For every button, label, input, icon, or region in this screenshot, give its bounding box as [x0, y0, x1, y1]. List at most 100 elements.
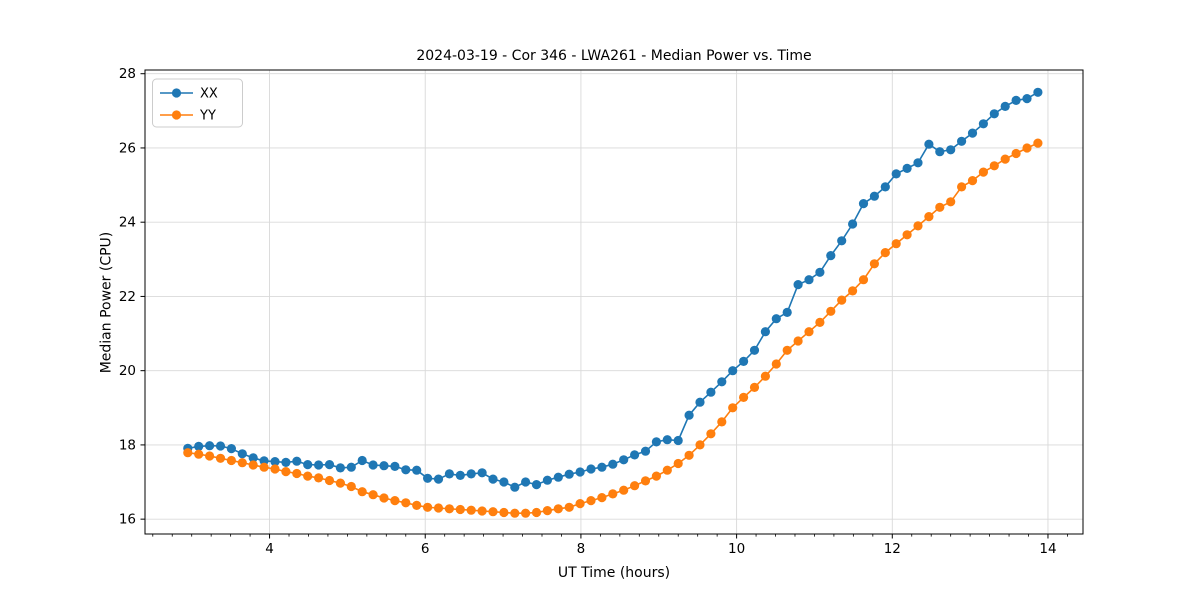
data-point — [390, 461, 400, 471]
data-point — [346, 462, 356, 472]
data-point — [444, 469, 454, 479]
data-point — [793, 336, 803, 346]
data-point — [640, 476, 651, 486]
data-point — [902, 230, 912, 240]
data-point — [891, 239, 901, 249]
series-YY — [183, 138, 1043, 518]
data-point — [335, 463, 345, 473]
data-point — [597, 493, 607, 503]
data-point — [684, 410, 694, 420]
data-point — [957, 182, 967, 192]
data-point — [564, 469, 574, 479]
data-point — [837, 236, 847, 246]
data-point — [281, 457, 291, 467]
chart-title: 2024-03-19 - Cor 346 - LWA261 - Median P… — [416, 48, 812, 64]
data-point — [477, 468, 487, 478]
data-point — [401, 465, 411, 475]
legend-marker — [171, 88, 182, 98]
legend-label: YY — [199, 109, 216, 124]
data-point — [1000, 154, 1010, 164]
data-point — [205, 441, 215, 451]
data-point — [314, 460, 324, 470]
data-point — [902, 163, 912, 173]
data-point — [303, 471, 313, 481]
x-axis-minor-ticks — [152, 534, 1068, 537]
data-point — [259, 462, 269, 472]
x-tick-label: 14 — [1039, 541, 1056, 557]
data-point — [608, 459, 618, 469]
data-point — [237, 449, 247, 459]
x-tick-label: 8 — [577, 541, 586, 557]
x-tick-label: 12 — [884, 541, 901, 557]
data-point — [390, 496, 400, 506]
x-tick-label: 10 — [728, 541, 745, 557]
data-point — [630, 450, 640, 460]
data-point — [521, 508, 531, 518]
data-point — [924, 139, 934, 149]
data-point — [499, 477, 509, 487]
y-tick-label: 28 — [119, 66, 136, 82]
legend-marker — [171, 110, 182, 120]
data-point — [619, 485, 629, 495]
data-point — [531, 480, 542, 490]
data-point — [782, 345, 792, 355]
data-point — [510, 482, 520, 492]
data-point — [815, 267, 825, 277]
data-point — [510, 508, 520, 518]
y-tick-label: 26 — [119, 140, 136, 156]
data-point — [739, 392, 749, 402]
data-point — [651, 471, 662, 481]
data-point — [706, 429, 716, 439]
tick-labels: 4 6 8 10 12 14 16 18 20 22 24 26 28 — [119, 66, 1057, 557]
data-point — [597, 462, 607, 472]
data-point — [880, 248, 890, 258]
data-point — [913, 221, 923, 231]
data-point — [1022, 143, 1032, 153]
data-point — [488, 474, 498, 484]
data-point — [346, 481, 356, 492]
data-point — [651, 437, 662, 447]
data-point — [706, 387, 716, 397]
data-point — [586, 496, 596, 506]
data-point — [412, 500, 422, 510]
data-point — [869, 259, 880, 269]
data-point — [771, 359, 781, 369]
legend: XX YY — [152, 78, 243, 128]
y-axis-label: Median Power (CPU) — [98, 231, 115, 374]
data-point — [423, 473, 433, 483]
legend-box — [152, 78, 243, 128]
data-point — [957, 136, 967, 146]
data-point — [946, 145, 956, 155]
data-point — [924, 212, 934, 222]
data-point — [739, 356, 749, 366]
data-point — [379, 461, 389, 471]
data-point — [270, 457, 280, 467]
legend-label: XX — [200, 87, 218, 102]
data-point — [1033, 87, 1043, 97]
data-point — [335, 478, 345, 488]
y-tick-label: 20 — [119, 363, 136, 379]
data-point — [575, 467, 585, 477]
data-point — [553, 504, 563, 514]
data-point — [259, 456, 269, 466]
data-point — [248, 460, 258, 470]
data-point — [869, 191, 880, 201]
data-point — [749, 345, 760, 355]
data-point — [662, 435, 672, 445]
data-point — [194, 441, 204, 451]
x-tick-label: 4 — [265, 541, 274, 557]
series-line-YY — [187, 142, 1039, 514]
data-point — [1022, 94, 1032, 104]
data-point — [575, 499, 585, 509]
data-point — [379, 493, 389, 503]
data-point — [804, 275, 814, 285]
data-point — [695, 397, 705, 407]
data-point — [1033, 138, 1043, 148]
data-point — [760, 371, 771, 381]
y-tick-label: 24 — [119, 215, 136, 231]
data-point — [815, 317, 825, 327]
data-point — [967, 128, 978, 138]
y-tick-label: 18 — [119, 437, 136, 453]
data-point — [314, 473, 324, 483]
